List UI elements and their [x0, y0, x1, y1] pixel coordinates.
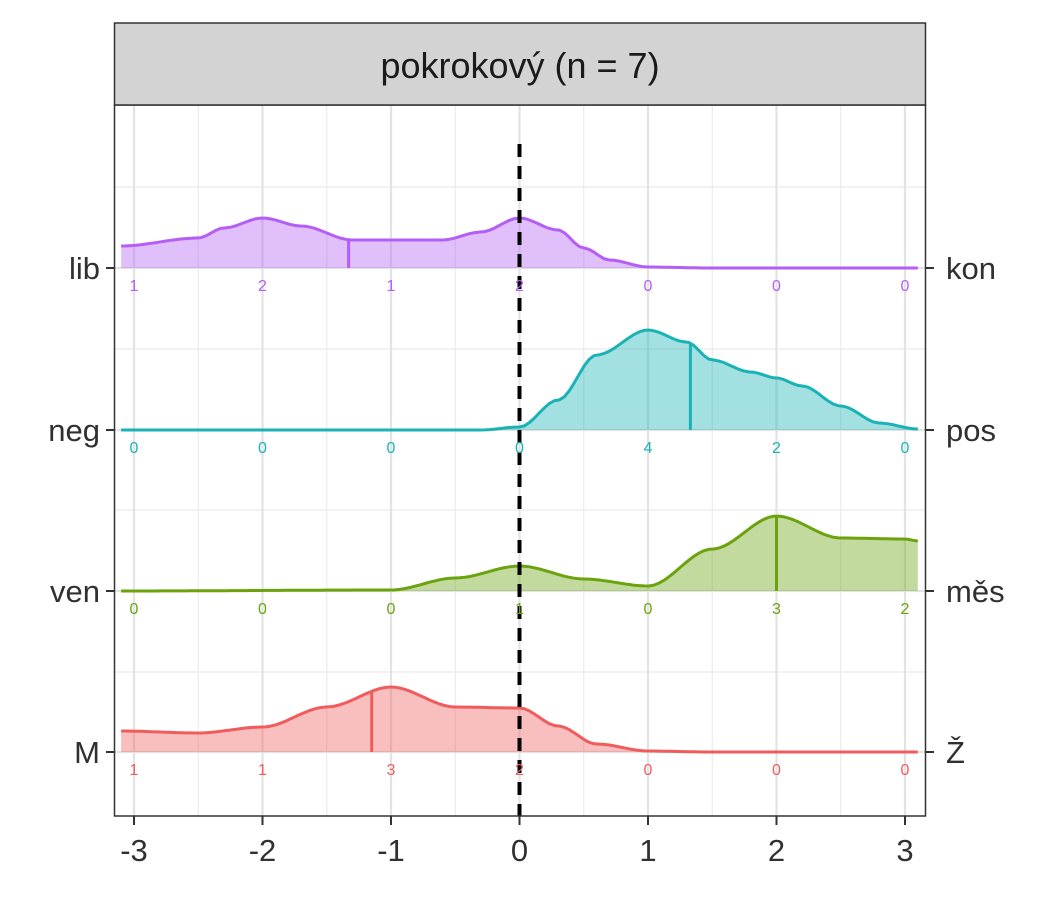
count-label: 0 — [644, 601, 653, 618]
x-tick-label: 1 — [639, 833, 656, 868]
x-tick-label: -2 — [249, 833, 277, 868]
count-label: 1 — [387, 278, 396, 295]
count-label: 1 — [515, 601, 524, 618]
count-label: 1 — [258, 762, 267, 779]
y-label-right: Ž — [946, 735, 965, 770]
strip-background — [113, 22, 927, 106]
y-label-left: M — [74, 735, 100, 770]
count-label: 0 — [772, 762, 781, 779]
count-label: 2 — [258, 278, 267, 295]
count-label: 0 — [644, 762, 653, 779]
y-label-right: měs — [946, 574, 1005, 609]
chart-title: pokrokový (n = 7) — [380, 45, 659, 86]
count-label: 0 — [130, 440, 139, 457]
y-label-left: lib — [69, 251, 100, 286]
y-label-right: pos — [946, 413, 996, 448]
count-label: 0 — [258, 440, 267, 457]
axes: lib kon neg pos ven měs M Ž -3 -2 -1 0 1 2 3 — [48, 251, 1004, 868]
count-label: 3 — [772, 601, 781, 618]
x-tick-label: 3 — [896, 833, 913, 868]
count-label: 0 — [772, 278, 781, 295]
counts-layer: 1 2 1 2 0 0 0 0 0 0 0 4 2 0 0 0 0 1 0 3 2 1 1 3 2 0 0 0 — [130, 278, 910, 779]
x-tick-label: -1 — [377, 833, 405, 868]
count-label: 0 — [387, 601, 396, 618]
count-label: 0 — [901, 440, 910, 457]
count-label: 2 — [901, 601, 910, 618]
count-label: 1 — [130, 762, 139, 779]
x-tick-label: -3 — [120, 833, 148, 868]
y-label-right: kon — [946, 251, 996, 286]
count-label: 0 — [644, 278, 653, 295]
count-label: 0 — [387, 440, 396, 457]
count-label: 4 — [644, 440, 653, 457]
y-label-left: ven — [50, 574, 100, 609]
count-label: 2 — [772, 440, 781, 457]
density-line-neg — [121, 328, 918, 432]
count-label: 1 — [130, 278, 139, 295]
count-label: 0 — [901, 762, 910, 779]
count-label: 0 — [130, 601, 139, 618]
count-label: 0 — [258, 601, 267, 618]
count-label: 2 — [515, 278, 524, 295]
y-label-left: neg — [48, 413, 100, 448]
count-label: 3 — [387, 762, 396, 779]
density-area-neg — [121, 330, 918, 430]
count-label: 0 — [901, 278, 910, 295]
count-label: 2 — [515, 762, 524, 779]
x-tick-label: 2 — [768, 833, 785, 868]
density-area-ven — [121, 516, 918, 591]
x-tick-label: 0 — [511, 833, 528, 868]
density-line-M — [121, 685, 918, 754]
count-label: 0 — [515, 440, 524, 457]
